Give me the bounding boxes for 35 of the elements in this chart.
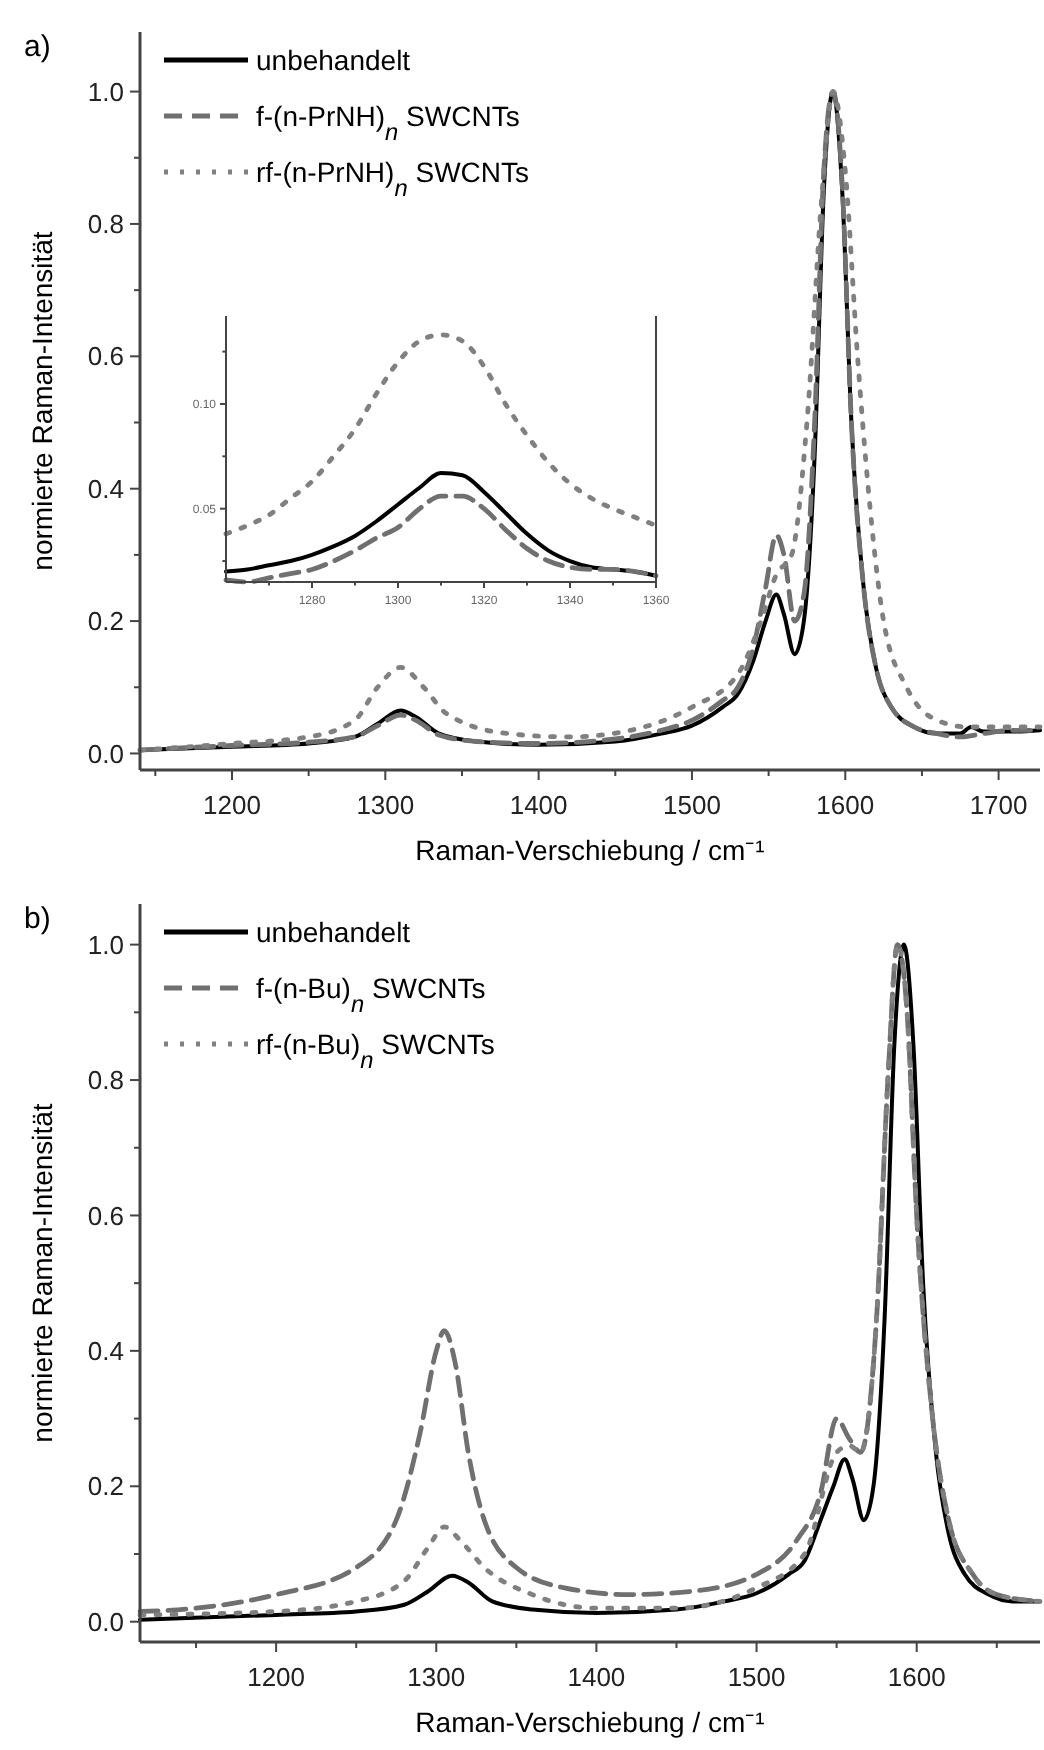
y-axis-title: normierte Raman-Intensität xyxy=(26,1103,58,1443)
y-tick-label: 0.0 xyxy=(87,1606,124,1637)
legend-label: unbehandelt xyxy=(256,44,411,76)
x-tick-label: 1400 xyxy=(567,1662,626,1692)
text: b) xyxy=(24,902,51,936)
y-tick-label: 0.8 xyxy=(87,1065,124,1096)
y-tick-label: 0.4 xyxy=(87,1335,124,1366)
legend-label: rf-(n-PrNH)$_{n}$ SWCNTs xyxy=(256,156,530,202)
x-tick-label: 1600 xyxy=(816,790,875,820)
y-tick-label: 0.8 xyxy=(87,209,124,240)
x-tick-label: 1400 xyxy=(509,790,568,820)
y-tick-label: 0.6 xyxy=(87,341,124,372)
x-axis-title: Raman-Verschiebung / cm⁻¹ xyxy=(415,834,766,866)
y-tick-label: 0.4 xyxy=(87,473,124,504)
x-tick-label: 1500 xyxy=(663,790,721,820)
y-tick-label: 0.0 xyxy=(87,738,124,769)
legend-label: unbehandelt xyxy=(256,916,411,948)
x-tick-label: 1200 xyxy=(203,790,261,820)
y-tick-label: 0.2 xyxy=(87,606,124,637)
y-tick-label: 0.2 xyxy=(87,1471,124,1502)
legend-label: rf-(n-Bu)$_{n}$ SWCNTs xyxy=(256,1028,495,1074)
y-tick-label: 1.0 xyxy=(87,76,124,107)
x-tick-label: 1300 xyxy=(407,1662,466,1692)
y-tick-label: 0.6 xyxy=(87,1200,124,1231)
legend-label: f-(n-Bu)$_{n}$ SWCNTs xyxy=(256,972,486,1018)
x-tick-label: 1200 xyxy=(247,1662,306,1692)
x-tick-label: 1600 xyxy=(887,1662,946,1692)
x-tick-label: 1500 xyxy=(727,1662,786,1692)
text: a) xyxy=(24,30,51,64)
x-axis-title: Raman-Verschiebung / cm⁻¹ xyxy=(415,1706,766,1738)
y-axis-title: normierte Raman-Intensität xyxy=(26,231,58,571)
x-tick-label: 1700 xyxy=(969,790,1028,820)
legend-label: f-(n-PrNH)$_{n}$ SWCNTs xyxy=(256,100,520,146)
x-tick-label: 1300 xyxy=(356,790,415,820)
y-tick-label: 1.0 xyxy=(87,929,124,960)
